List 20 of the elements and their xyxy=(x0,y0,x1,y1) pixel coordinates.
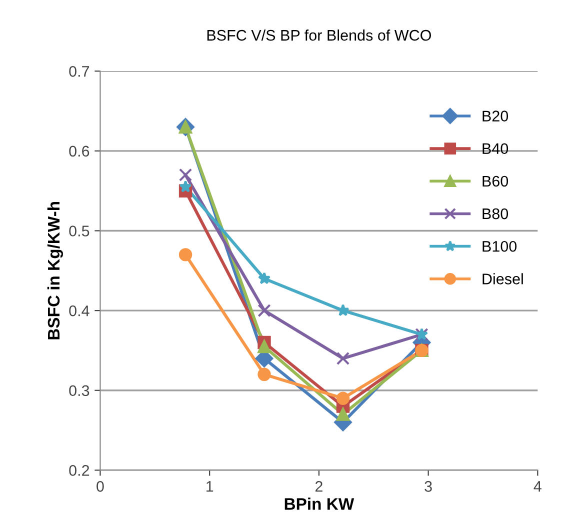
x-tick-label: 4 xyxy=(534,481,542,492)
y-tick-label: 0.7 xyxy=(69,66,90,77)
x-tick-label: 1 xyxy=(206,481,214,492)
y-tick-label: 0.3 xyxy=(69,385,90,396)
legend-label: B20 xyxy=(482,110,508,122)
x-tick-label: 2 xyxy=(315,480,322,492)
y-tick-label: 0.6 xyxy=(69,146,90,157)
y-tick-label: 0.4 xyxy=(69,305,90,316)
x-tick-label: 3 xyxy=(424,480,432,492)
legend-label: Diesel xyxy=(482,273,523,284)
chart-title: BSFC V/S BP for Blends of WCO xyxy=(207,30,431,41)
legend-label: B100 xyxy=(482,240,517,252)
legend-label: B40 xyxy=(482,143,508,154)
y-tick-label: 0.5 xyxy=(69,226,90,236)
y-axis-title: BSFC in Kg/KW-h xyxy=(47,202,64,340)
legend-label: B80 xyxy=(482,208,508,220)
x-tick-label: 0 xyxy=(96,480,104,492)
y-tick-label: 0.2 xyxy=(69,465,90,476)
legend-label: B60 xyxy=(482,176,508,187)
x-axis-title: BPin KW xyxy=(284,498,354,510)
